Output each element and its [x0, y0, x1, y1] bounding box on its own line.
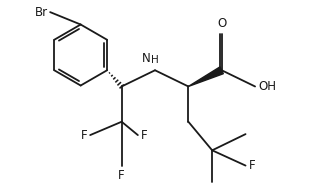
- Text: F: F: [248, 159, 255, 172]
- Text: F: F: [141, 129, 147, 142]
- Text: N: N: [141, 52, 150, 65]
- Text: F: F: [81, 129, 87, 142]
- Text: OH: OH: [258, 80, 276, 93]
- Text: H: H: [151, 55, 158, 65]
- Text: O: O: [217, 17, 226, 30]
- Polygon shape: [188, 67, 224, 86]
- Text: Br: Br: [35, 6, 48, 19]
- Text: F: F: [118, 169, 125, 182]
